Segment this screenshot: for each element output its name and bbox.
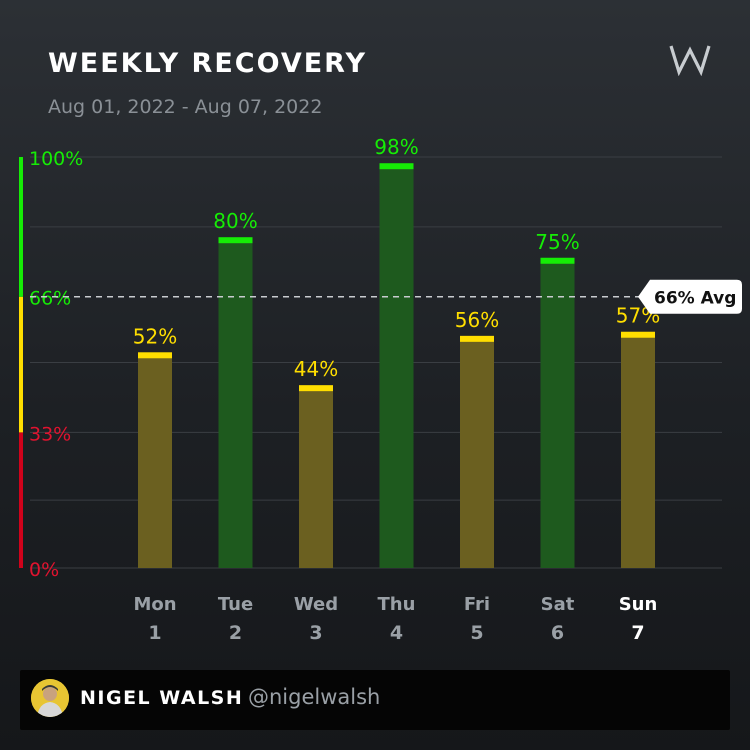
bar <box>299 387 333 568</box>
x-date-label: 5 <box>470 622 483 644</box>
date-range: Aug 01, 2022 - Aug 07, 2022 <box>48 96 323 118</box>
x-tick-label: Thu <box>378 594 416 615</box>
y-tick-label: 66% <box>29 288 71 310</box>
x-tick-label: Sun <box>619 594 658 615</box>
bar <box>540 259 575 568</box>
user-avatar-icon <box>31 679 69 717</box>
bar-cap <box>540 257 575 264</box>
x-date-label: 7 <box>631 622 644 644</box>
bar-cap <box>138 352 172 359</box>
x-date-label: 3 <box>309 622 322 644</box>
bar-cap <box>379 163 414 170</box>
average-badge <box>638 279 742 314</box>
chart-title: WEEKLY RECOVERY <box>48 48 368 79</box>
bar-cap <box>299 385 333 392</box>
x-tick-label: Sat <box>541 594 575 615</box>
y-tick-label: 100% <box>29 148 83 170</box>
x-date-label: 4 <box>390 622 403 644</box>
x-tick-label: Tue <box>218 594 253 615</box>
x-date-label: 2 <box>229 622 242 644</box>
x-date-label: 6 <box>551 622 564 644</box>
user-handle[interactable]: @nigelwalsh <box>248 685 381 709</box>
data-label: 75% <box>535 230 579 254</box>
x-tick-label: Fri <box>464 594 490 615</box>
data-label: 98% <box>374 135 418 159</box>
bar <box>138 354 172 568</box>
bar <box>218 239 253 568</box>
bar-cap <box>218 237 253 244</box>
y-tick-label: 0% <box>29 559 59 581</box>
bar <box>379 165 414 568</box>
data-label: 80% <box>213 209 257 233</box>
recovery-chart: 100% 66% 33% 0% 52% Mon 1 80% Tue 2 44% Wed 3 98% Thu 4… <box>19 135 742 644</box>
average-label: 66% Avg <box>654 289 736 309</box>
bar <box>460 337 494 568</box>
bar <box>621 333 655 568</box>
x-date-label: 1 <box>148 622 161 644</box>
user-name: NIGEL WALSH <box>80 687 244 709</box>
data-label: 52% <box>133 324 177 348</box>
x-tick-label: Wed <box>294 594 338 615</box>
y-tick-label: 33% <box>29 423 71 445</box>
data-label: 56% <box>455 308 499 332</box>
avatar[interactable] <box>31 679 69 717</box>
footer-bar: NIGEL WALSH @nigelwalsh <box>20 670 730 730</box>
data-label: 44% <box>294 357 338 381</box>
bar-cap <box>460 335 494 342</box>
x-tick-label: Mon <box>133 594 176 615</box>
whoop-logo-icon <box>669 45 711 76</box>
bar-cap <box>621 331 655 338</box>
